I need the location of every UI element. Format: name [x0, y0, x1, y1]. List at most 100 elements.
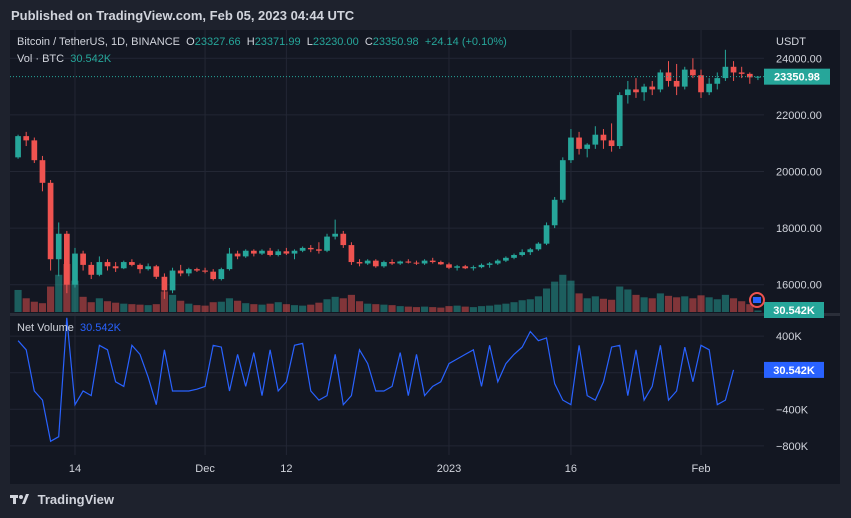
candle-body: [738, 72, 745, 74]
volume-bar: [575, 293, 583, 312]
volume-bar: [234, 300, 242, 312]
time-tick-label: 16: [565, 463, 577, 475]
volume-bar: [22, 298, 30, 312]
volume-bar: [152, 304, 160, 312]
candle-body: [389, 262, 395, 264]
volume-bar: [421, 306, 429, 312]
brand-footer: TradingView: [10, 492, 114, 508]
published-caption: Published on TradingView.com, Feb 05, 20…: [11, 8, 355, 23]
low-label: L: [306, 36, 313, 48]
volume-bar: [331, 296, 339, 312]
candle-body: [226, 253, 233, 270]
volume-bar: [494, 304, 502, 312]
net-volume-legend: Net Volume 30.542K: [17, 322, 121, 334]
volume-bar: [299, 305, 307, 312]
volume-bar: [242, 303, 250, 312]
volume-bar: [648, 298, 656, 312]
volume-value: 30.542K: [70, 53, 112, 65]
volume-bar: [30, 301, 38, 312]
volume-label[interactable]: Vol · BTC: [17, 53, 65, 65]
candle-body: [730, 66, 737, 73]
low-value: 23230.00: [312, 36, 359, 48]
price-tick-label: 22000.00: [776, 110, 822, 122]
candle-body: [446, 264, 452, 268]
candle-body: [324, 236, 330, 251]
volume-bar: [38, 303, 47, 312]
volume-bar: [640, 297, 648, 312]
volume-bar: [14, 289, 22, 312]
volume-bar: [136, 304, 144, 312]
volume-bar: [209, 302, 217, 312]
volume-badge-label: 30.542K: [773, 305, 815, 317]
candle-body: [559, 160, 566, 200]
volume-bar: [396, 306, 404, 312]
change-value: +24.14 (+0.10%): [424, 36, 507, 48]
symbol-title[interactable]: Bitcoin / TetherUS, 1D, BINANCE: [17, 36, 181, 48]
last-price-badge-label: 23350.98: [774, 72, 820, 84]
candle-body: [429, 260, 436, 263]
candle-body: [15, 136, 21, 158]
open-label: O: [186, 36, 195, 48]
candle-body: [690, 69, 696, 76]
candle-body: [527, 249, 534, 253]
price-tick-label: 18000.00: [776, 223, 822, 235]
time-tick-label: 12: [280, 463, 292, 475]
close-label: C: [364, 36, 373, 48]
candle-body: [470, 267, 477, 269]
candle-body: [72, 253, 78, 285]
candle-body: [665, 72, 672, 81]
candle-body: [364, 260, 371, 264]
nv-tick-label: −800K: [776, 441, 809, 453]
net-volume-label[interactable]: Net Volume: [17, 322, 74, 334]
candle-body: [23, 136, 30, 141]
volume-bar: [282, 304, 290, 312]
candle-body: [600, 134, 607, 141]
last-price-badge: [764, 68, 830, 85]
candle-body: [568, 137, 574, 161]
volume-bar: [388, 305, 396, 312]
candle-body: [104, 262, 111, 267]
currency-label: USDT: [776, 36, 806, 48]
candle-body: [251, 250, 257, 254]
volume-bar: [103, 301, 112, 312]
volume-bar: [404, 306, 412, 312]
ohlc-legend: Bitcoin / TetherUS, 1D, BINANCE O23327.6…: [17, 36, 507, 48]
candle-body: [332, 233, 338, 237]
candle-body: [681, 69, 688, 87]
volume-bar: [559, 274, 567, 312]
volume-bar: [445, 306, 453, 312]
volume-bar: [510, 302, 518, 312]
candle-body: [714, 78, 721, 84]
candle-body: [633, 89, 639, 93]
candle-body: [511, 254, 517, 258]
volume-bar: [71, 280, 79, 312]
net-volume-badge: [764, 361, 824, 378]
candle-body: [673, 80, 680, 87]
candle-body: [267, 250, 273, 255]
candle-body: [356, 262, 363, 264]
volume-bars: [14, 264, 762, 312]
volume-bar: [168, 294, 177, 312]
brand-name: TradingView: [37, 492, 114, 507]
candle-body: [348, 245, 355, 263]
net-volume-line: [17, 317, 735, 443]
candle-body: [275, 251, 282, 255]
volume-bar: [461, 306, 469, 312]
volume-bar: [429, 307, 437, 312]
candle-body: [405, 261, 412, 263]
time-tick-label: 2023: [437, 463, 461, 475]
candle-body: [169, 270, 176, 291]
volume-bar: [266, 303, 274, 312]
candle-body: [462, 266, 469, 269]
volume-bar: [55, 274, 63, 312]
time-tick-label: 14: [69, 463, 81, 475]
volume-badge: [764, 302, 824, 318]
candles: [15, 49, 761, 299]
candle-body: [218, 269, 225, 280]
candle-body: [210, 271, 217, 280]
candle-body: [641, 86, 647, 93]
candle-body: [242, 250, 249, 257]
volume-bar: [705, 297, 713, 312]
volume-bar: [380, 304, 388, 312]
